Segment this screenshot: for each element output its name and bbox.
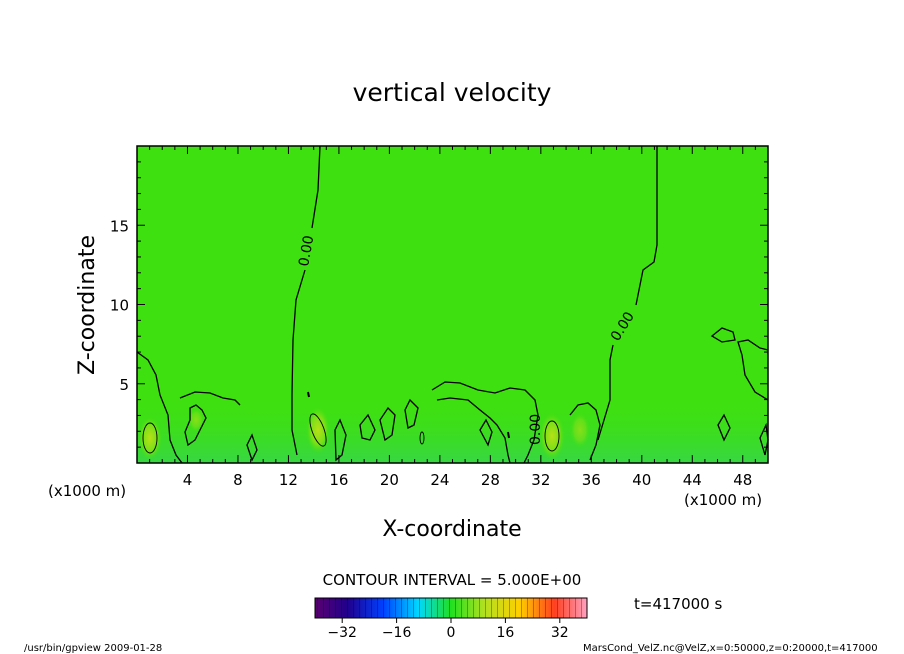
contour-zero (184, 404, 207, 447)
y-axis-label: Z-coordinate (75, 235, 100, 375)
footer-left: /usr/bin/gpview 2009-01-28 (24, 643, 162, 654)
contour-zero (737, 339, 769, 401)
contour-zero (246, 433, 258, 462)
y-tick-label: 5 (119, 376, 129, 394)
colorbar-tick-label: 32 (551, 625, 569, 641)
x-axis-label: X-coordinate (382, 517, 521, 542)
warm-cell (138, 416, 162, 460)
warm-cell (570, 412, 590, 448)
contour-zero (507, 431, 510, 439)
contour-positive (142, 413, 560, 454)
contour-zero (179, 391, 241, 406)
colorbar-tick-label: −32 (327, 625, 357, 641)
contour-positive (309, 413, 327, 447)
x-tick-label: 36 (582, 471, 601, 489)
x-unit-right: (x1000 m) (684, 491, 762, 509)
contour-zero (569, 402, 601, 461)
x-tick-label: 24 (430, 471, 449, 489)
contour-zero (404, 398, 419, 429)
contour-zero (136, 351, 183, 464)
x-tick-label: 32 (531, 471, 550, 489)
contour-positive (544, 420, 560, 452)
x-tick-label: 48 (733, 471, 752, 489)
footer-right: MarsCond_VelZ.nc@VelZ,x=0:50000,z=0:2000… (583, 643, 878, 654)
warm-cell (306, 406, 330, 454)
contour-interval: CONTOUR INTERVAL = 5.000E+00 (323, 571, 582, 589)
chart-title: vertical velocity (353, 78, 552, 107)
colorbar-tick-label: −16 (382, 625, 412, 641)
colorbar-tick-label: 0 (447, 625, 456, 641)
contour-zero (307, 391, 310, 398)
y-tick-label: 15 (110, 217, 129, 235)
contour-zero (431, 381, 539, 464)
colorbar-divisions (315, 598, 587, 618)
warm-cell (539, 412, 565, 460)
x-tick-label: 4 (183, 471, 193, 489)
contour-zero (597, 146, 658, 441)
contour-label: 0.00 (296, 234, 317, 267)
y-tick-label: 10 (110, 297, 129, 315)
warm-cell (188, 408, 204, 432)
contour-zero (359, 413, 376, 441)
y-axis: 5 10 15 (110, 161, 768, 448)
x-tick-label: 44 (683, 471, 702, 489)
contour-positive (142, 422, 158, 454)
contour-lines (136, 145, 769, 464)
low-level-band (137, 395, 768, 463)
x-tick-label: 20 (380, 471, 399, 489)
time-stamp: t=417000 s (634, 595, 722, 613)
x-axis: 4 8 12 16 20 24 28 32 36 40 44 48 (149, 146, 756, 489)
colorbar-tick-label: 16 (496, 625, 514, 641)
contour-zero (436, 397, 511, 464)
plot-area: 0.00 0.00 0.00 (136, 145, 769, 464)
contour-zero (717, 413, 731, 442)
contour-positive (419, 431, 425, 445)
x-tick-label: 16 (329, 471, 348, 489)
contour-zero (291, 145, 321, 456)
x-tick-label: 40 (632, 471, 651, 489)
colorbar-ticks: −32 −16 0 16 32 (327, 618, 569, 641)
colorbar: −32 −16 0 16 32 (314, 597, 588, 641)
contour-zero (379, 406, 396, 442)
contour-label: 0.00 (528, 414, 544, 445)
x-tick-label: 8 (233, 471, 243, 489)
contour-zero (710, 327, 736, 343)
x-unit-left: (x1000 m) (48, 482, 126, 500)
x-tick-label: 28 (481, 471, 500, 489)
contour-zero (334, 418, 347, 462)
contour-zero (479, 418, 493, 447)
x-tick-label: 12 (279, 471, 298, 489)
